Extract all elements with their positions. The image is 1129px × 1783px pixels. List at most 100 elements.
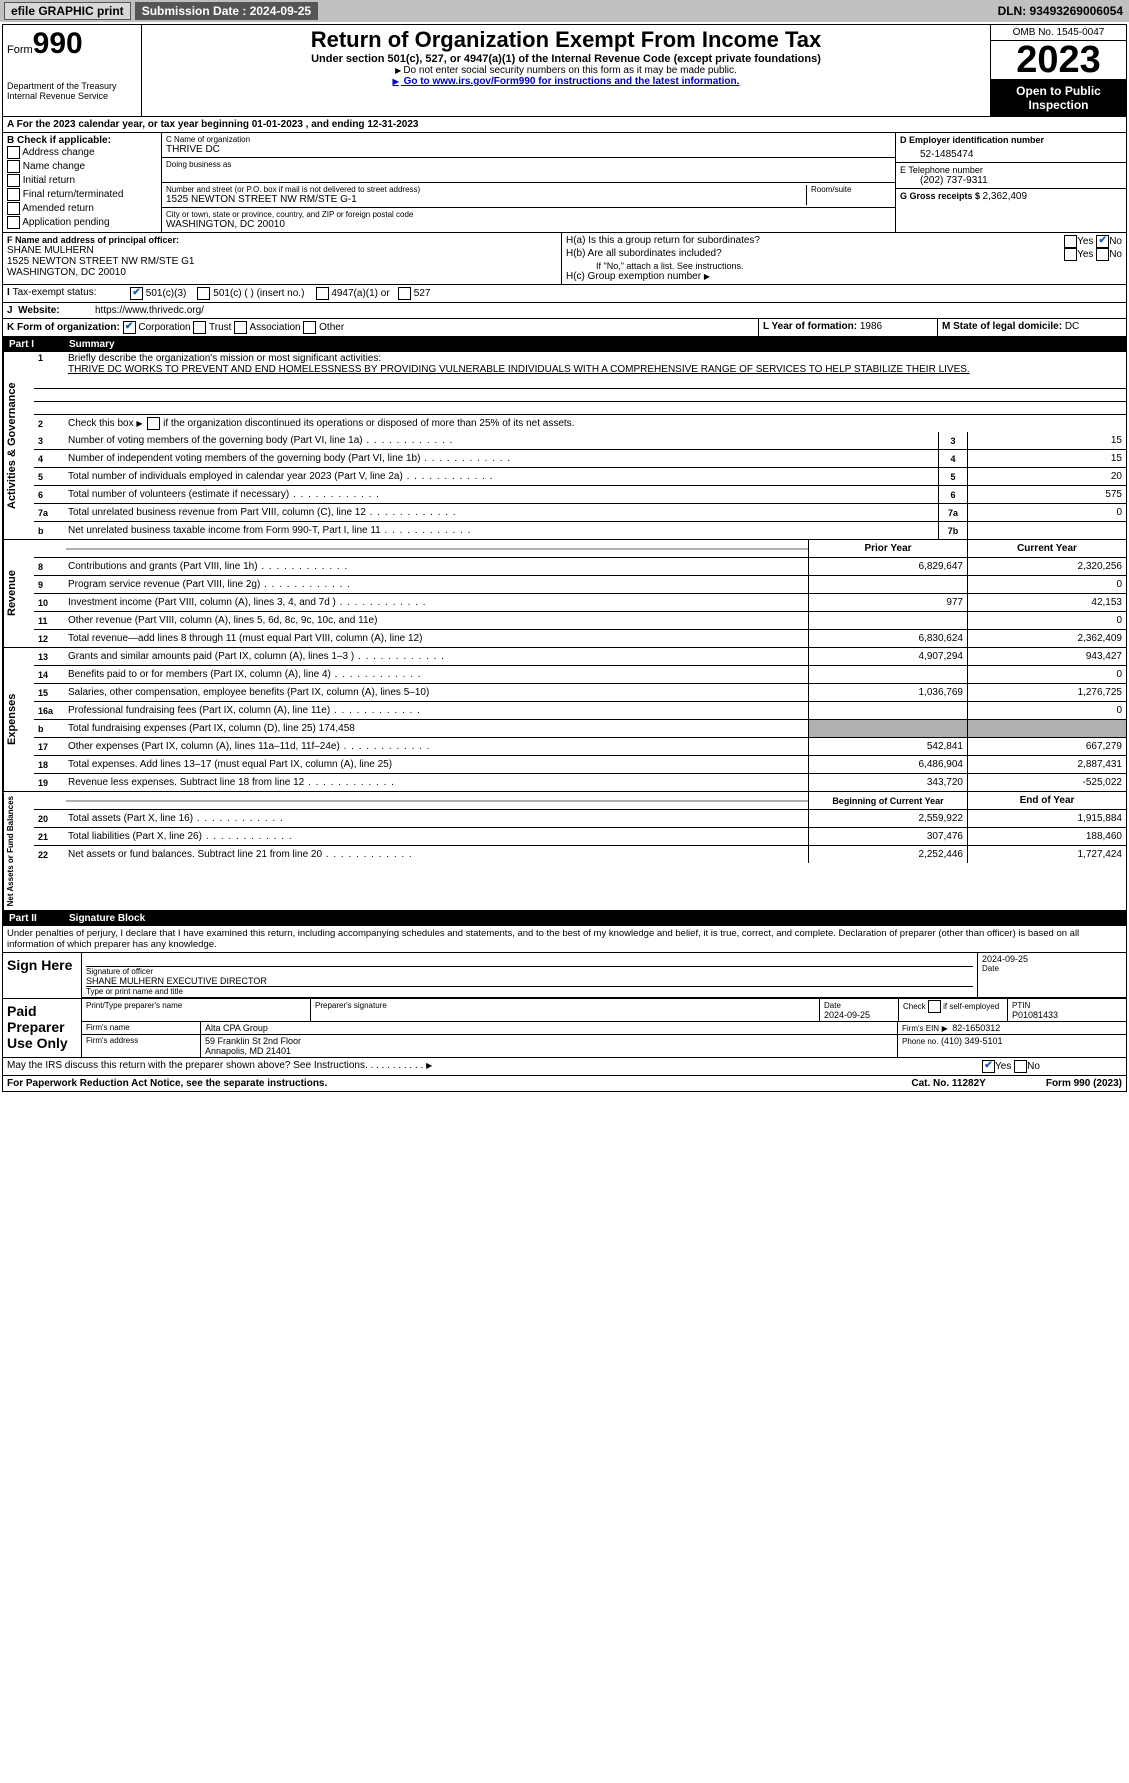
firm-addr-val: 59 Franklin St 2nd Floor Annapolis, MD 2… bbox=[201, 1035, 898, 1057]
vert-revenue: Revenue bbox=[3, 540, 34, 647]
chk-amended[interactable]: Amended return bbox=[7, 202, 157, 215]
chk-assoc[interactable] bbox=[234, 321, 247, 334]
p11 bbox=[808, 612, 967, 629]
chk-initial-return[interactable]: Initial return bbox=[7, 174, 157, 187]
paid-prep-label: Paid Preparer Use Only bbox=[3, 999, 82, 1057]
chk-discuss-yes[interactable] bbox=[982, 1060, 995, 1073]
prior-year-header: Prior Year bbox=[808, 540, 967, 557]
4947-label: 4947(a)(1) or bbox=[331, 288, 389, 299]
chk-other[interactable] bbox=[303, 321, 316, 334]
corp-label: Corporation bbox=[138, 322, 190, 333]
subtitle-1: Under section 501(c), 527, or 4947(a)(1)… bbox=[146, 53, 986, 65]
chk-address-change[interactable]: Address change bbox=[7, 146, 157, 159]
cell-org-name: C Name of organization THRIVE DC bbox=[162, 133, 895, 158]
subtitle-3: Go to www.irs.gov/Form990 for instructio… bbox=[146, 76, 986, 87]
sig-declaration: Under penalties of perjury, I declare th… bbox=[3, 926, 1126, 953]
submission-date-button[interactable]: Submission Date : 2024-09-25 bbox=[135, 2, 318, 20]
assoc-label: Association bbox=[249, 322, 300, 333]
b-label: B Check if applicable: bbox=[7, 135, 157, 146]
dba-label: Doing business as bbox=[166, 160, 891, 169]
efile-print-button[interactable]: efile GRAPHIC print bbox=[4, 2, 131, 20]
mission-text: THRIVE DC WORKS TO PREVENT AND END HOMEL… bbox=[68, 364, 970, 375]
l10: Investment income (Part VIII, column (A)… bbox=[66, 596, 808, 609]
l14: Benefits paid to or for members (Part IX… bbox=[66, 668, 808, 681]
chk-527[interactable] bbox=[398, 287, 411, 300]
footer-mid: Cat. No. 11282Y bbox=[911, 1078, 985, 1089]
section-net-assets: Net Assets or Fund Balances Beginning of… bbox=[3, 792, 1126, 911]
part-1-header: Part I Summary bbox=[3, 337, 1126, 352]
chk-corp[interactable] bbox=[123, 321, 136, 334]
addr-label: Number and street (or P.O. box if mail i… bbox=[166, 185, 806, 194]
chk-self-emp[interactable] bbox=[928, 1000, 941, 1013]
chk-label: Application pending bbox=[22, 217, 109, 228]
cell-city: City or town, state or province, country… bbox=[162, 208, 895, 232]
l11: Other revenue (Part VIII, column (A), li… bbox=[66, 614, 808, 627]
prep-sig-cell: Preparer's signature bbox=[311, 999, 820, 1021]
c21: 188,460 bbox=[967, 828, 1126, 845]
ptin-cell: PTINP01081433 bbox=[1008, 999, 1126, 1021]
m-label: M State of legal domicile: bbox=[942, 321, 1065, 332]
line2: Check this box Check this box if the org… bbox=[66, 416, 1126, 431]
header-right: OMB No. 1545-0047 2023 Open to Public In… bbox=[990, 25, 1126, 116]
l21: Total liabilities (Part X, line 26) bbox=[66, 830, 808, 843]
sig-date-val: 2024-09-25 bbox=[982, 954, 1122, 964]
discuss-row: May the IRS discuss this return with the… bbox=[3, 1058, 1126, 1076]
l16b: Total fundraising expenses (Part IX, col… bbox=[66, 722, 808, 735]
c15: 1,276,725 bbox=[967, 684, 1126, 701]
form-label: Form bbox=[7, 44, 33, 56]
chk-trust[interactable] bbox=[193, 321, 206, 334]
officer-addr1: 1525 NEWTON STREET NW RM/STE G1 bbox=[7, 256, 557, 267]
c11: 0 bbox=[967, 612, 1126, 629]
row-a-period: A For the 2023 calendar year, or tax yea… bbox=[3, 117, 1126, 133]
addr-value: 1525 NEWTON STREET NW RM/STE G-1 bbox=[166, 194, 806, 205]
chk-4947[interactable] bbox=[316, 287, 329, 300]
chk-line2[interactable] bbox=[147, 417, 160, 430]
l20: Total assets (Part X, line 16) bbox=[66, 812, 808, 825]
hc-row: H(c) Group exemption number bbox=[566, 271, 1122, 282]
v3: 15 bbox=[967, 432, 1126, 449]
vert-expenses: Expenses bbox=[3, 648, 34, 791]
firm-name-val: Alta CPA Group bbox=[201, 1022, 898, 1034]
hb-yes[interactable]: Yes No bbox=[1064, 248, 1122, 261]
gray-cell bbox=[967, 720, 1126, 737]
chk-501c[interactable] bbox=[197, 287, 210, 300]
row-f-h: F Name and address of principal officer:… bbox=[3, 233, 1126, 285]
p13: 4,907,294 bbox=[808, 648, 967, 665]
ha-yes[interactable]: Yes No bbox=[1064, 235, 1122, 248]
sign-here-label: Sign Here bbox=[3, 953, 82, 998]
room-label: Room/suite bbox=[811, 185, 891, 194]
c12: 2,362,409 bbox=[967, 630, 1126, 647]
chk-name-change[interactable]: Name change bbox=[7, 160, 157, 173]
v7a: 0 bbox=[967, 504, 1126, 521]
chk-final-return[interactable]: Final return/terminated bbox=[7, 188, 157, 201]
l-cell: L Year of formation: 1986 bbox=[759, 319, 938, 336]
c13: 943,427 bbox=[967, 648, 1126, 665]
end-header: End of Year bbox=[967, 792, 1126, 809]
p20: 2,559,922 bbox=[808, 810, 967, 827]
chk-discuss-no[interactable] bbox=[1014, 1060, 1027, 1073]
goto-post: for instructions and the latest informat… bbox=[535, 76, 739, 87]
col-h: H(a) Is this a group return for subordin… bbox=[562, 233, 1126, 284]
irs-link[interactable]: www.irs.gov/Form990 bbox=[432, 76, 535, 87]
dln-label: DLN: 93493269006054 bbox=[998, 4, 1123, 18]
chk-501c3[interactable] bbox=[130, 287, 143, 300]
officer-name-val: SHANE MULHERN EXECUTIVE DIRECTOR bbox=[86, 976, 973, 986]
part2-label: Part II bbox=[9, 913, 69, 924]
l19: Revenue less expenses. Subtract line 18 … bbox=[66, 776, 808, 789]
gov-rows: 1 Briefly describe the organization's mi… bbox=[34, 352, 1126, 539]
city-label: City or town, state or province, country… bbox=[166, 210, 891, 219]
chk-app-pending[interactable]: Application pending bbox=[7, 216, 157, 229]
chk-label: Initial return bbox=[23, 175, 75, 186]
l15: Salaries, other compensation, employee b… bbox=[66, 686, 808, 699]
col-c-address: C Name of organization THRIVE DC Doing b… bbox=[162, 133, 895, 232]
gray-cell bbox=[808, 720, 967, 737]
form-title: Return of Organization Exempt From Incom… bbox=[146, 27, 986, 53]
officer-addr2: WASHINGTON, DC 20010 bbox=[7, 267, 557, 278]
section-b-row: B Check if applicable: Address change Na… bbox=[3, 133, 1126, 233]
top-toolbar: efile GRAPHIC print Submission Date : 20… bbox=[0, 0, 1129, 22]
footer-left: For Paperwork Reduction Act Notice, see … bbox=[7, 1078, 327, 1089]
sig-officer-cell: Signature of officer SHANE MULHERN EXECU… bbox=[82, 953, 978, 997]
c22: 1,727,424 bbox=[967, 846, 1126, 863]
k-left: K Form of organization: Corporation Trus… bbox=[3, 319, 759, 336]
firm-addr2: Annapolis, MD 21401 bbox=[205, 1046, 893, 1056]
